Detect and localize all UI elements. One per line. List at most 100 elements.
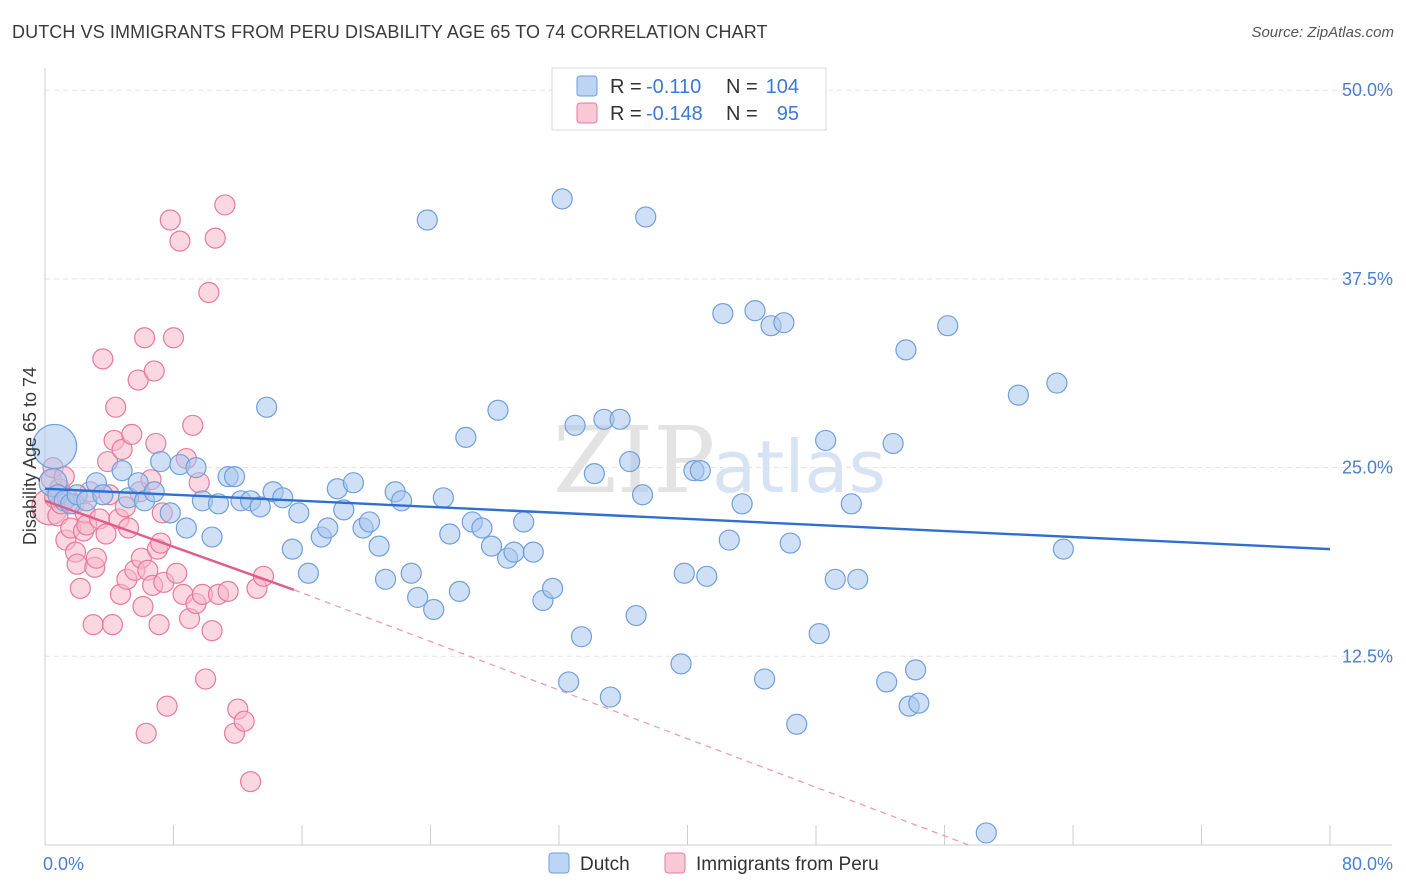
point-dutch-37 <box>342 472 364 494</box>
point-dutch-81 <box>731 493 753 515</box>
y-tick-label-2: 37.5% <box>1342 269 1393 289</box>
point-dutch-75 <box>673 562 695 584</box>
point-peru-14 <box>69 577 91 599</box>
point-dutch-82 <box>744 299 766 322</box>
legend-r-value-peru: -0.148 <box>646 103 703 125</box>
y-tick-label-3: 50.0% <box>1342 80 1393 100</box>
point-peru-36 <box>121 423 143 445</box>
point-dutch-69 <box>609 408 631 430</box>
point-peru-57 <box>166 562 188 584</box>
point-dutch-40 <box>368 535 390 557</box>
point-peru-47 <box>143 360 165 382</box>
point-peru-54 <box>156 695 178 717</box>
point-peru-58 <box>169 230 191 252</box>
point-peru-72 <box>217 580 239 602</box>
point-dutch-50 <box>448 580 471 602</box>
point-dutch-89 <box>815 429 837 452</box>
x-tick-label-max: 80.0% <box>1342 854 1393 874</box>
point-dutch-78 <box>696 565 718 587</box>
y-tick-labels: 12.5% 25.0% 37.5% 50.0% <box>1342 80 1393 666</box>
chart-title: DUTCH VS IMMIGRANTS FROM PERU DISABILITY… <box>12 22 768 42</box>
point-dutch-41 <box>374 568 397 590</box>
point-dutch-87 <box>786 713 808 735</box>
point-peru-48 <box>145 432 167 455</box>
point-dutch-46 <box>416 209 438 231</box>
point-dutch-94 <box>882 432 904 455</box>
point-dutch-30 <box>281 538 303 560</box>
bottom-legend: Dutch Immigrants from Peru <box>548 852 879 875</box>
point-dutch-15 <box>159 502 181 524</box>
point-peru-69 <box>204 227 226 249</box>
point-dutch-72 <box>631 484 654 506</box>
point-dutch-13 <box>143 481 165 503</box>
trend-line-peru <box>44 499 295 592</box>
source-label: Source: ZipAtlas.com <box>1251 24 1394 41</box>
point-dutch-18 <box>185 456 207 479</box>
point-dutch-80 <box>718 529 740 551</box>
point-peru-76 <box>240 770 262 793</box>
point-peru-75 <box>233 710 255 732</box>
point-peru-38 <box>127 369 149 391</box>
point-dutch-101 <box>1007 384 1029 406</box>
point-dutch-51 <box>455 426 477 449</box>
point-dutch-43 <box>390 490 413 512</box>
point-dutch-102 <box>1046 372 1068 394</box>
point-dutch-34 <box>317 517 339 539</box>
point-dutch-48 <box>432 487 454 509</box>
point-dutch-27 <box>256 396 278 418</box>
point-dutch-79 <box>712 303 734 325</box>
point-peru-23 <box>92 348 114 370</box>
point-dutch-58 <box>513 511 535 533</box>
point-dutch-14 <box>150 450 172 473</box>
legend-r-value-dutch: -0.110 <box>646 76 701 98</box>
legend-swatch-dutch <box>576 75 598 97</box>
bottom-legend-swatch-peru <box>664 852 686 874</box>
point-dutch-90 <box>824 568 846 590</box>
trend-lines <box>44 487 1331 846</box>
point-dutch-44 <box>400 562 422 584</box>
point-peru-21 <box>85 547 108 569</box>
point-dutch-57 <box>503 541 525 563</box>
legend-n-value-peru: 95 <box>777 103 799 125</box>
point-dutch-20 <box>201 526 223 548</box>
point-dutch-85 <box>773 312 795 334</box>
point-dutch-83 <box>753 668 776 690</box>
point-dutch-55 <box>487 399 509 421</box>
x-tick-labels: 0.0% 80.0% <box>43 854 1393 874</box>
point-dutch-21 <box>207 493 230 515</box>
point-dutch-47 <box>423 598 445 621</box>
point-dutch-64 <box>564 414 586 436</box>
point-peru-50 <box>148 613 170 636</box>
point-peru-29 <box>105 396 127 418</box>
point-peru-66 <box>195 668 217 690</box>
legend-r-label-dutch: R = <box>610 76 642 98</box>
series-dutch-points <box>32 188 1074 844</box>
point-dutch-99 <box>937 315 959 337</box>
y-axis-title: Disability Age 65 to 74 <box>20 367 40 545</box>
point-dutch-95 <box>895 339 917 361</box>
point-dutch-39 <box>358 511 381 533</box>
point-dutch-97 <box>904 659 927 681</box>
point-peru-13 <box>66 553 88 575</box>
point-dutch-66 <box>583 463 605 485</box>
point-dutch-65 <box>570 626 593 648</box>
point-peru-67 <box>198 281 220 304</box>
point-dutch-103 <box>1052 538 1074 560</box>
point-dutch-70 <box>619 450 641 473</box>
point-dutch-88 <box>808 623 830 645</box>
legend-n-label-dutch: N = <box>726 76 758 98</box>
point-dutch-93 <box>876 671 898 693</box>
point-dutch-23 <box>223 466 246 488</box>
bottom-legend-swatch-dutch <box>548 852 570 874</box>
legend-n-value-dutch: 104 <box>766 76 799 98</box>
legend-box: R = -0.110 N = 104 R = -0.148 N = 95 <box>551 67 827 131</box>
point-dutch-91 <box>840 493 862 515</box>
point-dutch-63 <box>558 671 580 693</box>
point-dutch-32 <box>297 562 320 584</box>
bottom-legend-label-dutch: Dutch <box>580 854 630 875</box>
point-peru-27 <box>101 613 124 636</box>
point-dutch-45 <box>407 586 429 609</box>
point-dutch-61 <box>541 577 564 599</box>
y-tick-label-0: 12.5% <box>1342 646 1393 666</box>
legend-n-label-peru: N = <box>726 103 758 125</box>
